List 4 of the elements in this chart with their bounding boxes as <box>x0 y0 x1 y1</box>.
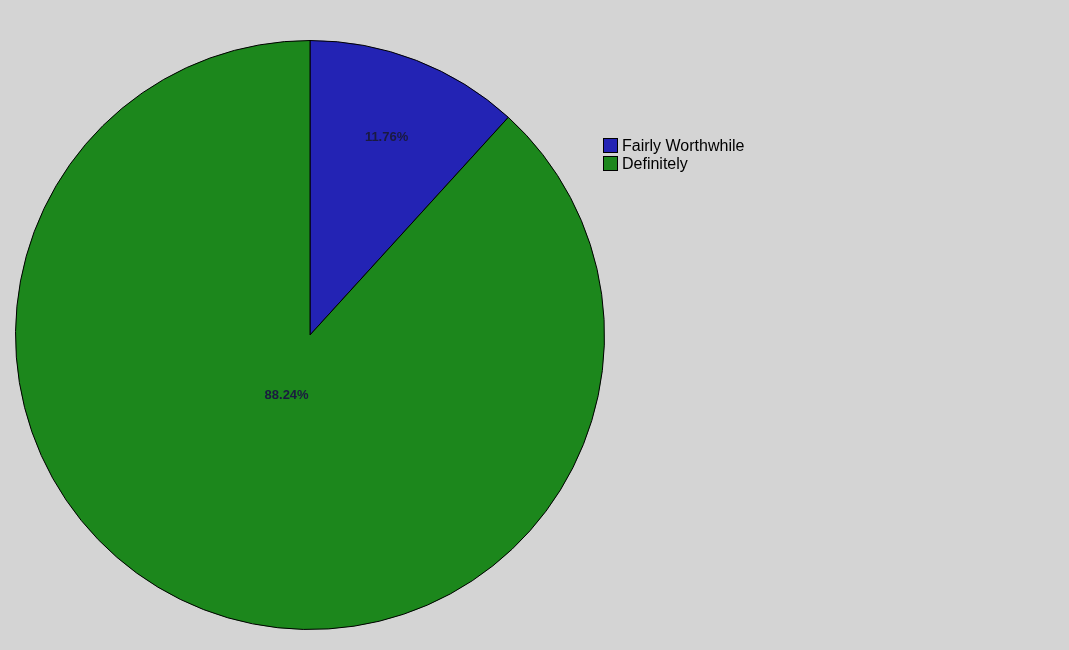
legend-label: Definitely <box>622 155 688 172</box>
data-label: 88.24% <box>264 387 310 402</box>
legend-label: Fairly Worthwhile <box>622 137 745 154</box>
data-label: 11.76% <box>364 128 409 144</box>
